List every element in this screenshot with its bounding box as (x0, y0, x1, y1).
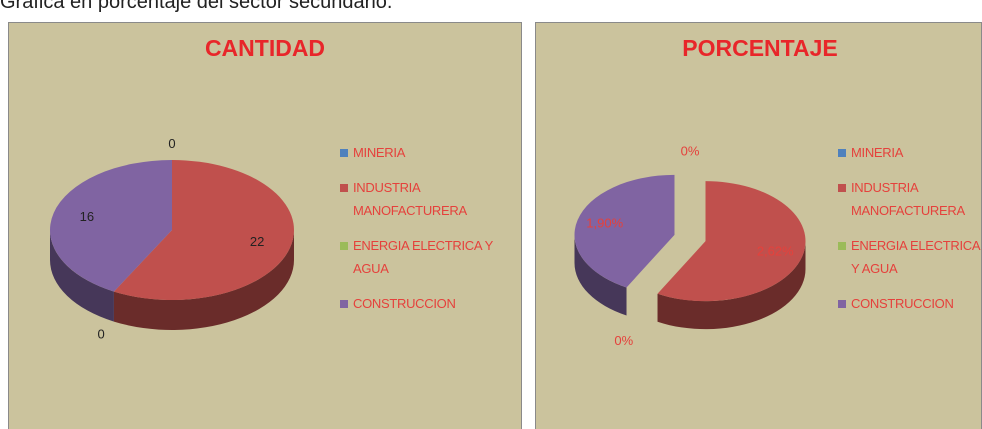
data-label: 22 (250, 234, 264, 249)
legend-swatch (340, 242, 348, 250)
chart-title: CANTIDAD (205, 35, 325, 61)
data-label: 2,62% (757, 243, 794, 258)
legend-label: INDUSTRIA MANOFACTURERA (353, 180, 467, 218)
legend-swatch (340, 184, 348, 192)
pie-side (50, 230, 114, 322)
data-label: 0% (681, 143, 700, 158)
legend-label: CONSTRUCCION (353, 296, 456, 311)
legend-swatch (340, 149, 348, 157)
legend-item: INDUSTRIA MANOFACTURERA (340, 176, 515, 222)
data-label: 0% (614, 333, 633, 348)
legend-item: INDUSTRIA MANOFACTURERA (838, 176, 980, 222)
pie-slice (657, 181, 806, 302)
legend-item: CONSTRUCCION (340, 292, 515, 315)
pie-side (657, 241, 806, 330)
legend: MINERIA INDUSTRIA MANOFACTURERA ENERGIA EL… (340, 141, 515, 315)
legend-swatch (838, 149, 846, 157)
legend-item: ENERGIA ELECTRICA Y AGUA (838, 234, 980, 280)
legend-item: MINERIA (838, 141, 980, 164)
chart-title: PORCENTAJE (682, 35, 838, 61)
pie-slice (49, 160, 172, 292)
data-label: 16 (80, 209, 94, 224)
data-label: 0 (98, 327, 105, 342)
pie-slice (574, 174, 675, 288)
legend-swatch (838, 184, 846, 192)
caption: Gráfica en porcentaje del sector secunda… (0, 0, 393, 13)
pie-slice (113, 160, 294, 300)
legend-item: MINERIA (340, 141, 515, 164)
legend-label: CONSTRUCCION (851, 296, 954, 311)
data-label: 0 (168, 136, 175, 151)
legend-label: ENERGIA ELECTRICA Y AGUA (353, 238, 493, 276)
legend: MINERIA INDUSTRIA MANOFACTURERA ENERGIA EL… (838, 141, 980, 315)
data-label: 1,90% (586, 216, 623, 231)
pie-side (574, 234, 627, 316)
legend-label: INDUSTRIA MANOFACTURERA (851, 180, 965, 218)
legend-item: CONSTRUCCION (838, 292, 980, 315)
legend-label: MINERIA (353, 145, 406, 160)
legend-label: MINERIA (851, 145, 904, 160)
legend-swatch (838, 300, 846, 308)
legend-swatch (340, 300, 348, 308)
legend-swatch (838, 242, 846, 250)
pie-side (113, 230, 294, 330)
legend-item: ENERGIA ELECTRICA Y AGUA (340, 234, 515, 280)
legend-label: ENERGIA ELECTRICA Y AGUA (851, 238, 980, 276)
